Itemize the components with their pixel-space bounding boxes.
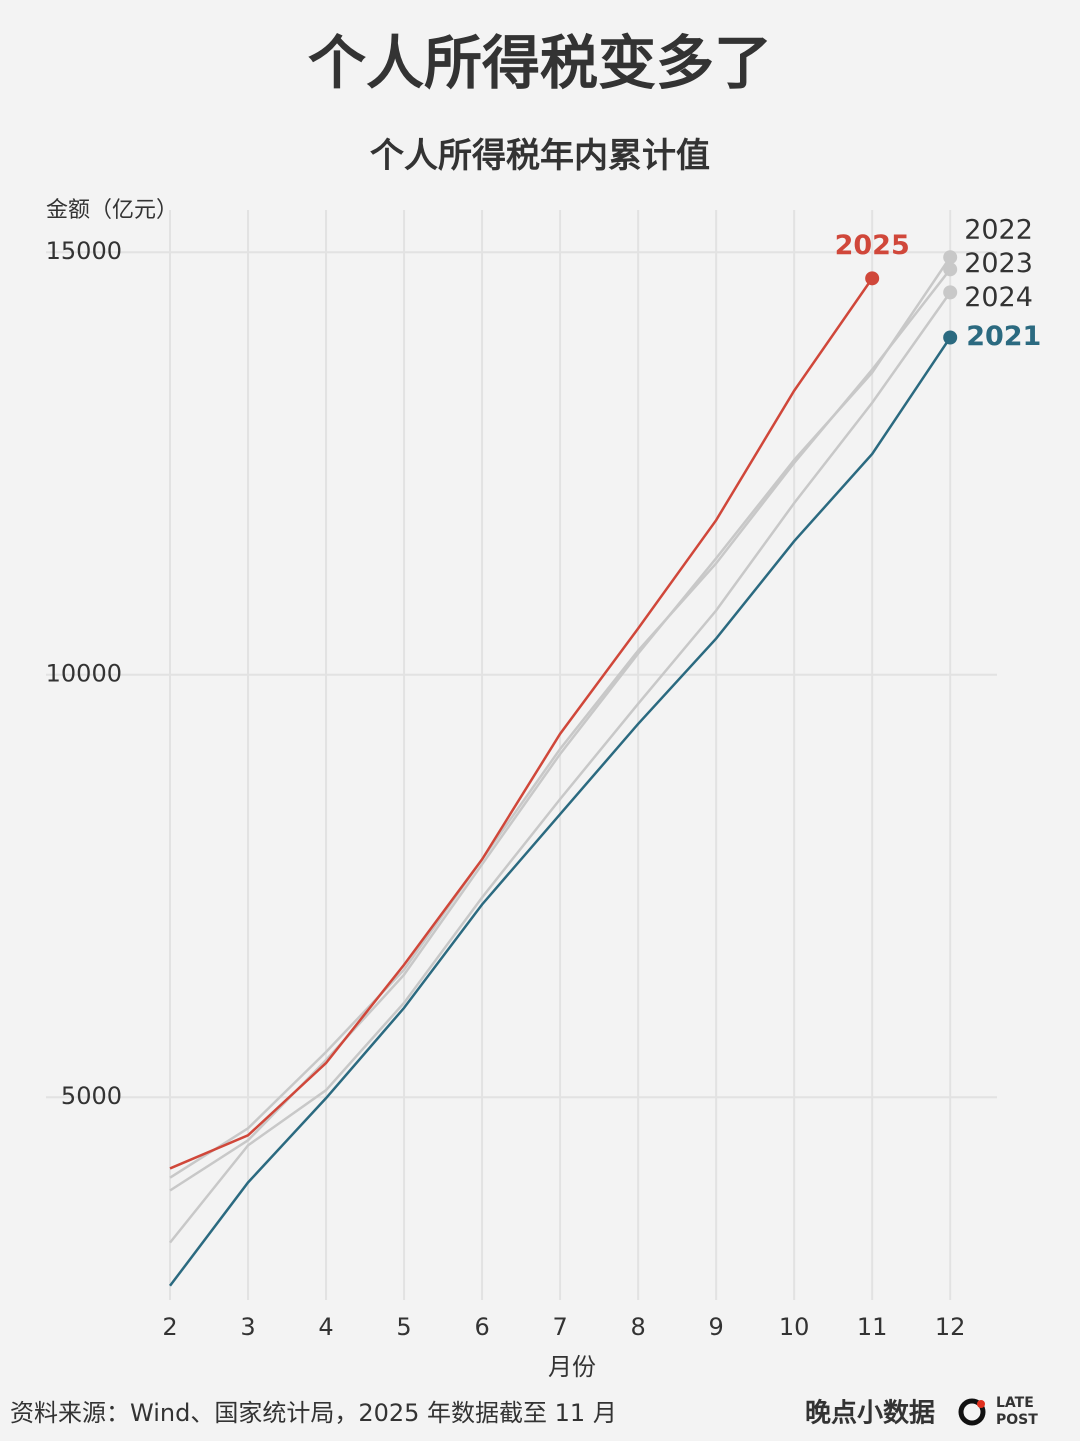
end-point: [943, 250, 958, 265]
x-tick-label: 11: [857, 1313, 888, 1341]
y-axis-label: 金额（亿元）: [46, 198, 178, 223]
x-tick-label: 4: [318, 1313, 333, 1341]
x-tick-label: 7: [552, 1313, 567, 1341]
series-label: 2022: [964, 215, 1033, 246]
x-tick-label: 12: [935, 1313, 966, 1341]
series-line: [169, 268, 952, 1179]
x-tick-label: 6: [474, 1313, 489, 1341]
series-label: 2021: [966, 321, 1041, 352]
y-tick-label: 5000: [61, 1082, 122, 1110]
x-tick-label: 9: [708, 1313, 723, 1341]
series-label: 2025: [835, 230, 910, 261]
end-point: [865, 271, 880, 286]
series-line: [169, 277, 874, 1170]
brand-mark: POST: [996, 1412, 1038, 1428]
series-line: [169, 336, 952, 1287]
chart-title: 个人所得税变多了: [308, 29, 772, 97]
brand-icon: [958, 1398, 986, 1426]
y-tick-label: 10000: [46, 660, 122, 688]
brand-icon-dot: [977, 1400, 985, 1408]
x-tick-label: 2: [162, 1313, 177, 1341]
x-tick-label: 10: [779, 1313, 810, 1341]
x-tick-label: 3: [240, 1313, 255, 1341]
series-line: [169, 291, 952, 1244]
series-label: 2024: [964, 282, 1033, 313]
x-axis-label: 月份: [548, 1353, 596, 1381]
brand-mark: LATE: [996, 1395, 1034, 1411]
end-point: [943, 285, 958, 300]
end-point: [943, 330, 958, 345]
end-point: [943, 262, 958, 277]
series-label: 2023: [964, 248, 1033, 279]
source-note: 资料来源：Wind、国家统计局，2025 年数据截至 11 月: [10, 1399, 617, 1427]
brand: 晚点小数据: [805, 1398, 935, 1429]
chart-subtitle: 个人所得税年内累计值: [370, 136, 710, 176]
y-tick-label: 15000: [46, 237, 122, 265]
x-tick-label: 8: [630, 1313, 645, 1341]
x-tick-label: 5: [396, 1313, 411, 1341]
